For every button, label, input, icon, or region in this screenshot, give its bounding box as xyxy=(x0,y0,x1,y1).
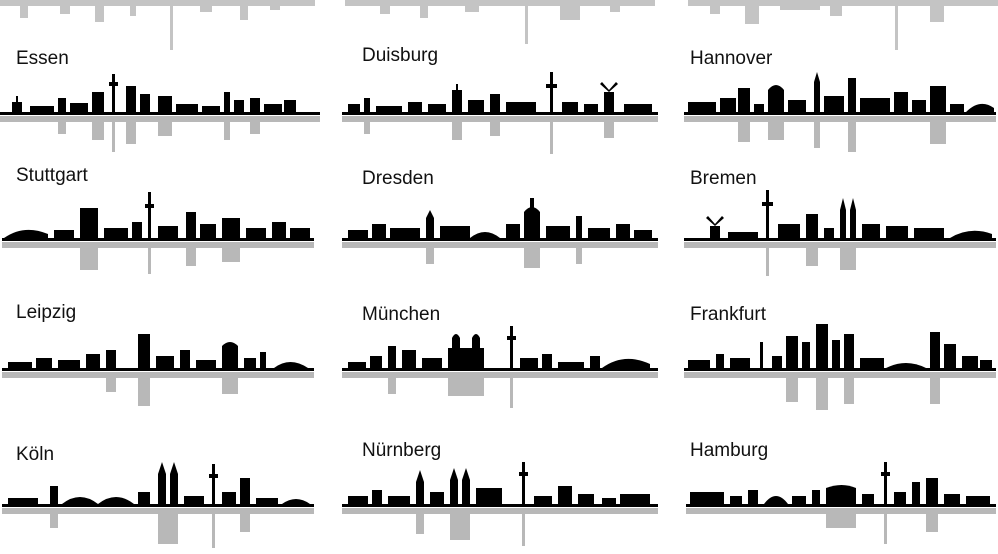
city-card-frankfurt: Frankfurt xyxy=(680,298,998,416)
city-card-dresden: Dresden xyxy=(340,160,660,278)
skyline-bremen xyxy=(684,190,996,276)
skyline-essen xyxy=(0,74,320,152)
skyline-hamburg xyxy=(686,462,996,544)
city-name-label: Frankfurt xyxy=(690,304,767,325)
skyline-frankfurt xyxy=(684,324,996,410)
city-name-label: Dresden xyxy=(362,168,434,189)
city-name-label: Hamburg xyxy=(690,440,769,461)
city-card-leipzig: Leipzig xyxy=(0,298,320,416)
city-name-label: Essen xyxy=(16,48,69,69)
city-card-hannover: Hannover xyxy=(680,40,998,158)
skyline-nuernberg xyxy=(342,462,658,546)
skyline-muenchen xyxy=(342,326,658,408)
city-card-bremen: Bremen xyxy=(680,160,998,278)
skyline-koeln xyxy=(2,462,314,548)
top-skyline-reflection xyxy=(0,0,998,50)
city-card-duisburg: Duisburg xyxy=(340,40,660,158)
city-name-label: Köln xyxy=(16,444,55,465)
skyline-stuttgart xyxy=(2,192,314,274)
skyline-dresden xyxy=(342,198,658,268)
city-name-label: München xyxy=(362,304,441,325)
city-card-koeln: Köln xyxy=(0,440,320,554)
city-name-label: Nürnberg xyxy=(362,440,442,461)
skyline-duisburg xyxy=(342,72,658,154)
city-card-essen: Essen xyxy=(0,40,320,158)
city-card-nuernberg: Nürnberg xyxy=(340,436,660,554)
city-name-label: Hannover xyxy=(690,48,773,69)
skyline-leipzig xyxy=(2,334,314,406)
city-card-stuttgart: Stuttgart xyxy=(0,160,320,278)
city-card-muenchen: München xyxy=(340,298,660,416)
city-name-label: Leipzig xyxy=(16,302,77,323)
city-name-label: Stuttgart xyxy=(16,165,88,186)
city-name-label: Duisburg xyxy=(362,45,439,66)
city-card-hamburg: Hamburg xyxy=(680,436,998,554)
skyline-hannover xyxy=(684,72,996,152)
city-name-label: Bremen xyxy=(690,168,757,189)
